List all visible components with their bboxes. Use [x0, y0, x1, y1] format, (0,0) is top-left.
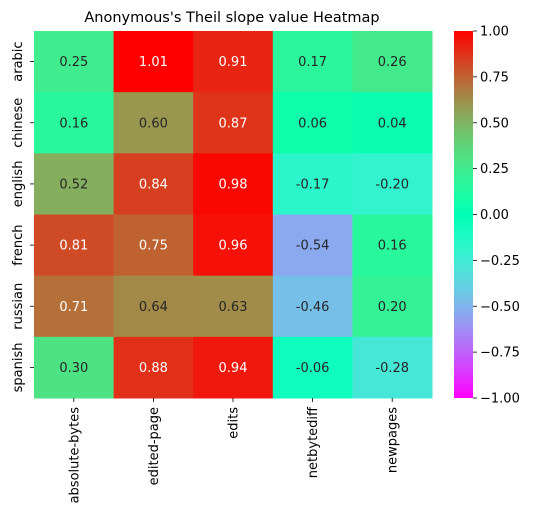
heatmap-cell	[352, 153, 433, 215]
row-tick-label: arabic	[11, 41, 26, 81]
heatmap-cell	[272, 153, 353, 215]
cell-value-label: 0.87	[219, 116, 248, 131]
heatmap-cell	[34, 275, 115, 338]
colorbar-tick-label: −1.00	[480, 392, 520, 407]
cell-value-label: -0.17	[296, 177, 330, 192]
heatmap-cell	[272, 336, 353, 399]
heatmap-cell	[352, 214, 433, 277]
colorbar-tick-label: 0.00	[480, 208, 509, 223]
heatmap-cells	[34, 31, 433, 399]
column-tick-label: edited-page	[147, 407, 162, 485]
colorbar-tick-label: 1.00	[480, 25, 509, 40]
column-tick-label: netbytediff	[306, 406, 321, 478]
heatmap-cell	[193, 214, 274, 277]
cell-value-label: 0.16	[59, 116, 88, 131]
cell-value-label: 0.88	[139, 361, 168, 376]
cell-value-label: 0.75	[139, 239, 168, 254]
heatmap-cell	[34, 214, 115, 277]
heatmap-cell	[272, 275, 353, 338]
heatmap-cell	[193, 275, 274, 338]
chart-title: Anonymous's Theil slope value Heatmap	[84, 10, 379, 26]
heatmap-cell	[34, 336, 115, 399]
cell-value-label: 0.81	[59, 239, 88, 254]
heatmap-cell	[113, 31, 194, 93]
heatmap-cell	[113, 336, 194, 399]
cell-value-label: 0.91	[219, 55, 248, 70]
heatmap-cell	[34, 31, 115, 93]
cell-value-label: 0.64	[139, 300, 168, 315]
colorbar-gradient	[454, 31, 473, 398]
heatmap-cell	[113, 153, 194, 215]
colorbar: 1.00 0.75 0.50 0.25 0.00 −0.25 −0.50 −0.75 −1.00	[454, 25, 520, 407]
cell-value-label: 0.16	[378, 239, 407, 254]
heatmap-cell	[113, 92, 194, 154]
heatmap-cell	[352, 275, 433, 338]
column-tick-label: edits	[227, 407, 242, 439]
row-tick-label: russian	[11, 283, 26, 330]
heatmap-cell-labels: 0.25 1.01 0.91 0.17 0.26 0.16 0.60 0.87 0.06 0.04…	[59, 55, 409, 376]
heatmap-cell	[272, 214, 353, 277]
heatmap-cell	[34, 153, 115, 215]
cell-value-label: 0.26	[378, 55, 407, 70]
cell-value-label: 0.71	[59, 300, 88, 315]
heatmap-cell	[113, 275, 194, 338]
heatmap-cell	[193, 92, 274, 154]
cell-value-label: -0.20	[375, 177, 409, 192]
column-tick-labels: absolute-bytes edited-page edits netbytedif…	[67, 398, 401, 504]
row-tick-label: english	[11, 161, 26, 208]
cell-value-label: 0.52	[59, 177, 88, 192]
colorbar-tick-label: 0.25	[480, 162, 509, 177]
cell-value-label: 0.04	[378, 116, 407, 131]
cell-value-label: 0.30	[59, 361, 88, 376]
row-tick-label: spanish	[11, 342, 26, 392]
colorbar-tick-label: 0.50	[480, 116, 509, 131]
heatmap-cell	[193, 31, 274, 93]
heatmap-cell	[113, 214, 194, 277]
heatmap-cell	[193, 336, 274, 399]
row-tick-label: french	[11, 224, 26, 265]
cell-value-label: 0.84	[139, 177, 168, 192]
cell-value-label: -0.28	[375, 361, 409, 376]
cell-value-label: -0.06	[296, 361, 330, 376]
cell-value-label: 0.63	[219, 300, 248, 315]
heatmap-cell	[352, 92, 433, 154]
cell-value-label: 0.25	[59, 55, 88, 70]
colorbar-tick-label: 0.75	[480, 70, 509, 85]
row-tick-labels: arabic chinese english french russian spanish	[11, 41, 34, 392]
cell-value-label: 0.17	[298, 55, 327, 70]
heatmap-cell	[272, 31, 353, 93]
colorbar-tick-label: −0.25	[480, 254, 520, 269]
colorbar-tick-label: −0.75	[480, 346, 520, 361]
heatmap-cell	[34, 92, 115, 154]
cell-value-label: 0.96	[219, 239, 248, 254]
heatmap-cell	[352, 336, 433, 399]
cell-value-label: -0.54	[296, 239, 330, 254]
cell-value-label: 1.01	[139, 55, 168, 70]
heatmap-cell	[352, 31, 433, 93]
heatmap-cell	[193, 153, 274, 215]
cell-value-label: 0.60	[139, 116, 168, 131]
column-tick-label: absolute-bytes	[67, 407, 82, 504]
cell-value-label: 0.98	[219, 177, 248, 192]
heatmap-cell	[272, 92, 353, 154]
cell-value-label: 0.94	[219, 361, 248, 376]
cell-value-label: 0.06	[298, 116, 327, 131]
row-tick-label: chinese	[11, 98, 26, 148]
colorbar-tick-label: −0.50	[480, 300, 520, 315]
cell-value-label: -0.46	[296, 300, 330, 315]
column-tick-label: newpages	[386, 407, 401, 473]
cell-value-label: 0.20	[378, 300, 407, 315]
